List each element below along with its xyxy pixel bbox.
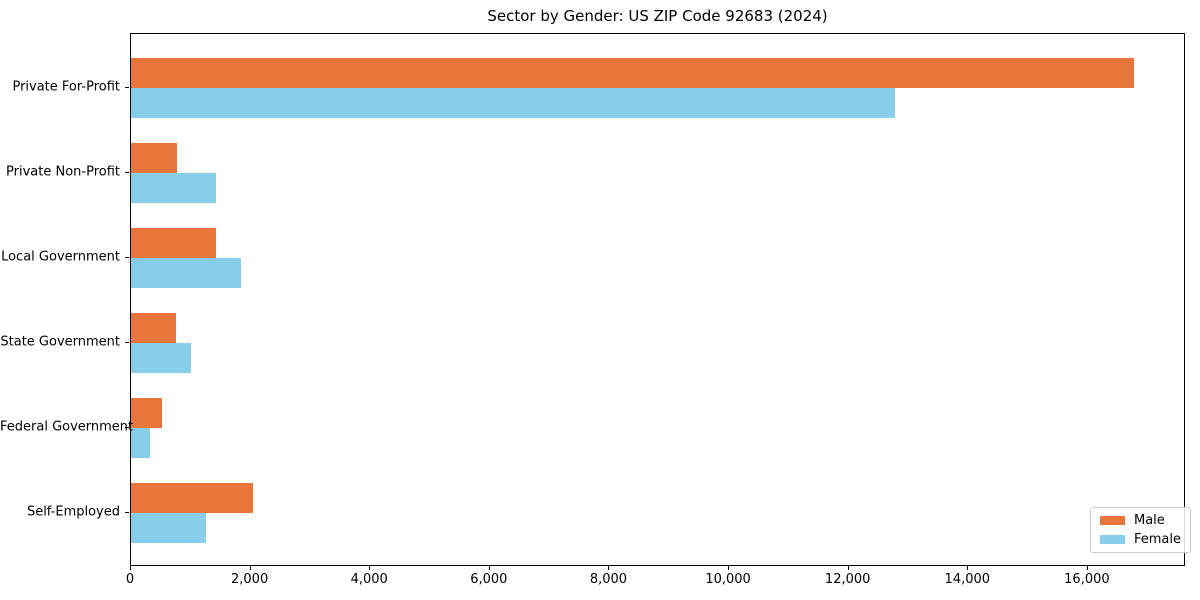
bar-female-private-for-profit [131,87,896,118]
bar-male-local-government [131,228,216,258]
y-axis-label-private-non-profit: Private Non-Profit [6,164,120,180]
y-axis-label-local-government: Local Government [1,249,120,265]
bar-male-private-non-profit [131,143,177,173]
x-tick-label-3: 6,000 [470,572,508,587]
bar-female-self-employed [131,513,206,543]
x-tick-2 [369,566,371,570]
x-tick-label-2: 4,000 [350,572,388,587]
x-tick-6 [847,566,849,570]
bar-male-private-for-profit [131,58,1134,88]
x-tick-label-6: 12,000 [824,572,871,587]
x-tick-label-1: 2,000 [231,572,269,587]
x-tick-4 [608,566,610,570]
x-tick-label-5: 10,000 [705,572,751,587]
y-tick-federal-government [125,427,129,428]
x-tick-label-4: 8,000 [589,572,628,587]
legend-label-female: Female [1134,532,1182,547]
legend-swatch-male [1100,516,1125,525]
bar-female-state-government [131,343,191,373]
legend-label-male: Male [1134,513,1165,528]
y-tick-private-for-profit [125,86,129,88]
y-axis-label-state-government: State Government [0,334,120,350]
bar-male-self-employed [131,483,253,514]
x-tick-3 [488,566,490,570]
x-tick-1 [249,566,251,570]
y-axis-label-private-for-profit: Private For-Profit [12,79,120,95]
plot-area [130,33,1185,566]
legend-entry-female: Female [1100,532,1181,547]
y-tick-private-non-profit [125,171,129,173]
x-tick-8 [1086,566,1088,570]
bar-female-private-non-profit [131,172,217,203]
legend-entry-male: Male [1100,513,1181,528]
y-tick-state-government [125,342,129,343]
y-axis-label-self-employed: Self-Employed [26,504,120,520]
bar-female-local-government [131,257,242,288]
bar-female-federal-government [131,428,151,458]
chart-title: Sector by Gender: US ZIP Code 92683 (202… [487,7,828,25]
x-tick-label-0: 0 [125,572,135,587]
y-tick-self-employed [125,512,129,514]
x-tick-label-7: 14,000 [944,572,991,587]
legend-swatch-female [1100,535,1125,544]
x-tick-7 [967,566,969,570]
bar-male-state-government [131,313,176,343]
y-axis-label-federal-government: Federal Government [0,419,134,435]
legend: Male Female [1090,507,1192,553]
x-tick-label-8: 16,000 [1064,572,1110,587]
y-tick-local-government [125,256,129,258]
x-tick-0 [130,566,131,570]
x-tick-5 [728,566,730,570]
bar-male-federal-government [131,398,163,428]
